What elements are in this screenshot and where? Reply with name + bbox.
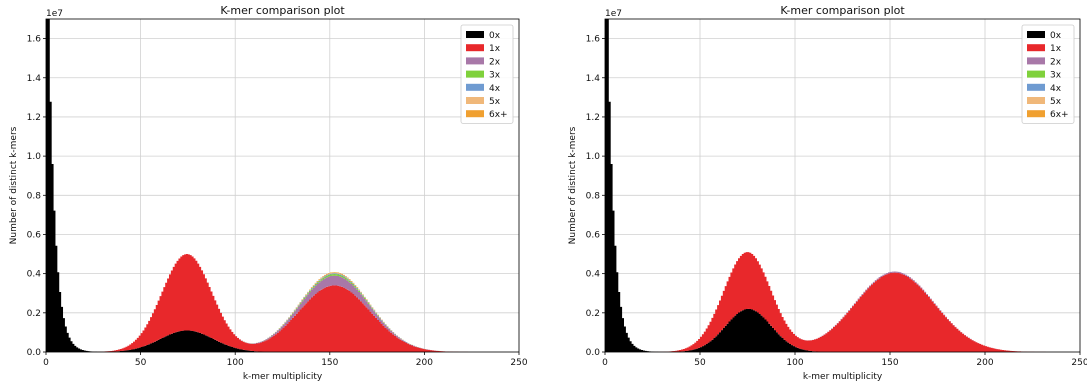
x-tick-label: 250 (1071, 358, 1087, 368)
y-axis-label: Number of distinct k-mers (9, 126, 19, 244)
kmer-plot-left: 0 50 100 150 200 250 0.0 0.2 0.4 0.6 0.8 1.0 1.2 1.4 1… (9, 4, 528, 382)
x-tick-label: 50 (135, 358, 147, 368)
y-tick-label: 0.6 (586, 230, 601, 240)
y-tick-label: 0.4 (27, 270, 42, 280)
legend-swatch-6x+ (1027, 110, 1045, 118)
legend-label-4x: 4x (1050, 84, 1062, 94)
area-series-5x (46, 19, 519, 352)
legend-swatch-5x (466, 97, 484, 104)
x-tick-label: 50 (694, 358, 706, 368)
area-series-2x (605, 19, 1080, 352)
legend: 0x 1x 2x 3x 4x 5x 6x+ (1021, 24, 1075, 124)
y-tick-label: 1.4 (586, 74, 601, 84)
x-tick-label: 100 (786, 358, 803, 368)
chart-title: K-mer comparison plot (780, 4, 905, 17)
legend-label-2x: 2x (489, 57, 501, 67)
area-series-3x (46, 19, 519, 352)
legend-swatch-0x (1027, 31, 1045, 38)
x-tick-label: 200 (416, 358, 433, 368)
grid-lines (604, 19, 1081, 353)
y-tick-label: 1.2 (586, 113, 600, 123)
x-tick-label: 250 (510, 358, 527, 368)
y-tick-label: 1.6 (586, 35, 601, 45)
x-tick-label: 0 (43, 358, 49, 368)
area-series-4x (46, 19, 519, 352)
legend-label-5x: 5x (1050, 97, 1062, 107)
legend-swatch-1x (466, 44, 484, 52)
y-tick-label: 1.6 (27, 35, 42, 45)
area-series-0x (605, 19, 1080, 352)
x-tick-label: 200 (976, 358, 993, 368)
area-series-6x+ (46, 19, 519, 352)
y-axis-label: Number of distinct k-mers (568, 126, 578, 244)
y-tick-label: 0.2 (586, 309, 600, 319)
legend-swatch-5x (1027, 97, 1045, 104)
y-tick-label: 0.4 (586, 270, 601, 280)
x-tick-label: 100 (227, 358, 244, 368)
legend-swatch-6x+ (466, 110, 484, 118)
y-tick-label: 0.0 (586, 348, 601, 358)
legend-swatch-3x (1027, 70, 1045, 78)
y-tick-label: 0.8 (27, 191, 42, 201)
legend-swatch-0x (466, 31, 484, 38)
area-series-0x (46, 19, 519, 352)
y-tick-label: 1.0 (586, 152, 601, 162)
legend-label-3x: 3x (489, 71, 501, 81)
x-tick-label: 150 (881, 358, 898, 368)
grid-lines (45, 19, 520, 353)
chart-title: K-mer comparison plot (220, 4, 345, 17)
kmer-plot-right: 0 50 100 150 200 250 0.0 0.2 0.4 0.6 0.8 1.0 1.2 1.4 1… (568, 4, 1087, 382)
y-tick-label: 0.8 (586, 191, 601, 201)
legend-label-2x: 2x (1050, 57, 1062, 67)
y-tick-label: 1.4 (27, 74, 42, 84)
stacked-areas (605, 19, 1080, 352)
x-tick-label: 150 (321, 358, 338, 368)
legend-label-4x: 4x (489, 84, 501, 94)
y-tick-label: 1.2 (27, 113, 41, 123)
legend-label-1x: 1x (1050, 44, 1062, 54)
y-tick-label: 1.0 (27, 152, 42, 162)
legend-swatch-4x (1027, 83, 1045, 91)
legend-swatch-2x (466, 57, 484, 65)
y-tick-label: 0.6 (27, 230, 42, 240)
legend-swatch-2x (1027, 57, 1045, 65)
y-scale-label: 1e7 (46, 9, 63, 19)
legend-label-3x: 3x (1050, 71, 1062, 81)
plot-frame (45, 18, 520, 353)
legend-label-1x: 1x (489, 44, 501, 54)
x-axis-label: k-mer multiplicity (243, 372, 323, 382)
x-axis-label: k-mer multiplicity (803, 372, 883, 382)
area-series-1x (46, 19, 519, 352)
x-tick-label: 0 (602, 358, 608, 368)
y-tick-label: 0.0 (27, 348, 42, 358)
plot-frame (604, 18, 1081, 353)
legend: 0x 1x 2x 3x 4x 5x 6x+ (460, 24, 514, 124)
legend-swatch-4x (466, 83, 484, 91)
legend-label-6x+: 6x+ (489, 110, 508, 120)
area-series-2x (46, 19, 519, 352)
legend-label-6x+: 6x+ (1050, 110, 1069, 120)
legend-label-0x: 0x (489, 31, 501, 41)
stacked-areas (46, 19, 519, 352)
y-scale-label: 1e7 (605, 9, 622, 19)
legend-label-0x: 0x (1050, 31, 1062, 41)
area-series-1x (605, 19, 1080, 352)
legend-swatch-1x (1027, 44, 1045, 52)
legend-swatch-3x (466, 70, 484, 78)
y-tick-label: 0.2 (27, 309, 41, 319)
legend-label-5x: 5x (489, 97, 501, 107)
